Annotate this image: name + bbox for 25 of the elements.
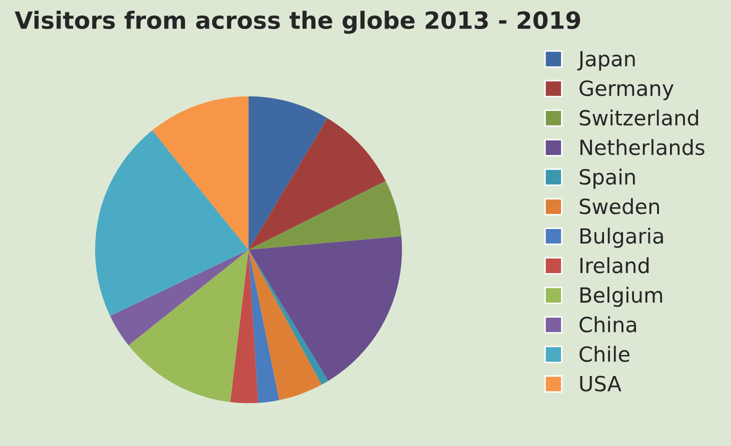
pie-slice (248, 118, 386, 250)
pie-slice (230, 250, 258, 404)
legend-label: China (580, 316, 636, 332)
pie-slice (152, 96, 249, 250)
legend-label: Bulgaria (580, 228, 663, 248)
legend-label: Germany (580, 80, 674, 100)
legend-label: Belgium (580, 286, 662, 307)
chart-title: Visitors from across the globe 2013 - 2019 (14, 10, 580, 34)
legend-label: Chile (580, 346, 630, 362)
pie-slice (248, 250, 322, 400)
legend-label: Japan (577, 51, 635, 71)
pie-slice (95, 130, 249, 316)
pie-slice (128, 250, 249, 402)
legend-label: Sweden (580, 198, 659, 214)
legend-label: Ireland (580, 257, 649, 274)
pie-slice (110, 250, 249, 346)
pie-slice (248, 250, 280, 403)
pie-slice (248, 96, 328, 250)
legend-label: Spain (580, 168, 635, 189)
legend-label: Netherlands (580, 139, 704, 156)
pie-slice (248, 250, 328, 385)
pie-slice (248, 180, 402, 250)
legend-label: USA (580, 376, 622, 392)
pie-slice (248, 236, 402, 381)
legend-label: Switzerland (580, 110, 698, 126)
